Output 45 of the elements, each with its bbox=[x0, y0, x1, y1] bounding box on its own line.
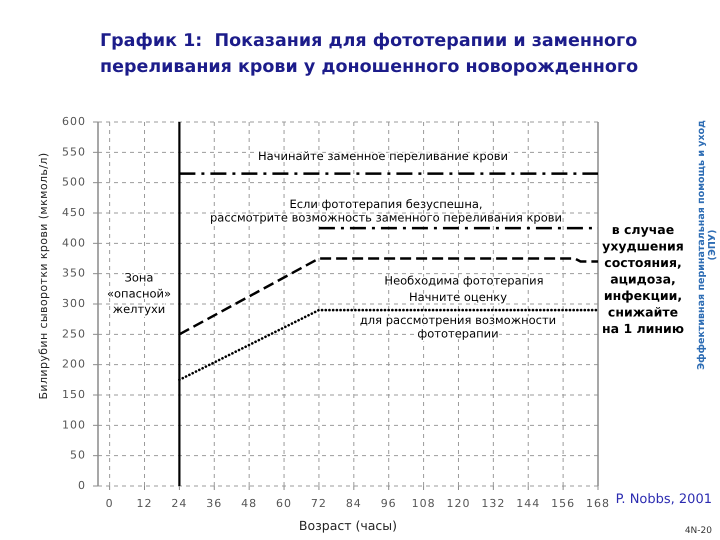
x-tick-label: 168 bbox=[586, 497, 610, 510]
annotation: Начните оценку bbox=[408, 290, 508, 304]
annotation: фототерапии bbox=[417, 326, 499, 341]
y-tick-label: 500 bbox=[62, 176, 86, 189]
chart-title: График 1: Показания для фототерапии и заменного переливания крови у доношенного новорожденного bbox=[100, 31, 638, 77]
text: Эффективная перинатальная помощь и уход (ЭПУ) bbox=[696, 120, 718, 370]
y-tick-label: 400 bbox=[62, 236, 86, 250]
y-tick-label: 0 bbox=[78, 479, 86, 492]
y-tick-label: 250 bbox=[62, 327, 86, 340]
y-tick-label: 350 bbox=[62, 266, 86, 280]
x-tick-label: 60 bbox=[276, 497, 292, 510]
y-tick-label: 450 bbox=[62, 206, 86, 220]
annotation: Если фототерапия безуспешна, bbox=[289, 197, 483, 212]
x-tick-label: 72 bbox=[310, 497, 327, 510]
annotation: желтухи bbox=[112, 302, 166, 316]
text: P. Nobbs, 2001 bbox=[616, 492, 712, 507]
annotation: Зона bbox=[124, 270, 154, 285]
x-tick-label: 120 bbox=[446, 497, 470, 510]
x-tick-label: 108 bbox=[412, 497, 436, 510]
y-tick-label: 100 bbox=[62, 418, 86, 432]
annotation: Начинайте заменное переливание крови bbox=[258, 149, 508, 164]
x-tick-label: 0 bbox=[106, 497, 114, 510]
y-tick-label: 50 bbox=[70, 448, 86, 462]
x-tick-label: 24 bbox=[171, 497, 188, 510]
y-tick-label: 300 bbox=[62, 297, 86, 310]
x-tick-label: 48 bbox=[241, 497, 258, 510]
x-tick-label: 156 bbox=[551, 497, 576, 510]
x-tick-label: 36 bbox=[206, 497, 222, 510]
y-tick-label: 150 bbox=[62, 388, 86, 402]
text: в случае ухудшения состояния, ацидоза, инфекции, снижайте на 1 линию bbox=[602, 222, 684, 336]
x-tick-label: 12 bbox=[136, 497, 153, 510]
annotation: Необходима фототерапия bbox=[384, 274, 544, 288]
y-axis-title: Билирубин сыворотки крови (мкмоль/л) bbox=[37, 152, 50, 400]
x-tick-label: 144 bbox=[516, 497, 540, 510]
x-tick-label: 96 bbox=[380, 497, 397, 510]
annotation: рассмотрите возможность заменного переливания крови bbox=[210, 210, 562, 225]
x-tick-label: 132 bbox=[481, 497, 506, 510]
y-tick-label: 200 bbox=[62, 358, 86, 371]
annotation: «опасной» bbox=[106, 286, 172, 301]
annotation: для рассмотрения возможности bbox=[360, 313, 556, 328]
x-tick-label: 84 bbox=[346, 497, 362, 510]
text: 4N-20 bbox=[684, 526, 712, 536]
x-axis-title: Возраст (часы) bbox=[298, 518, 398, 533]
y-tick-label: 600 bbox=[62, 115, 86, 128]
y-tick-label: 550 bbox=[62, 145, 86, 158]
